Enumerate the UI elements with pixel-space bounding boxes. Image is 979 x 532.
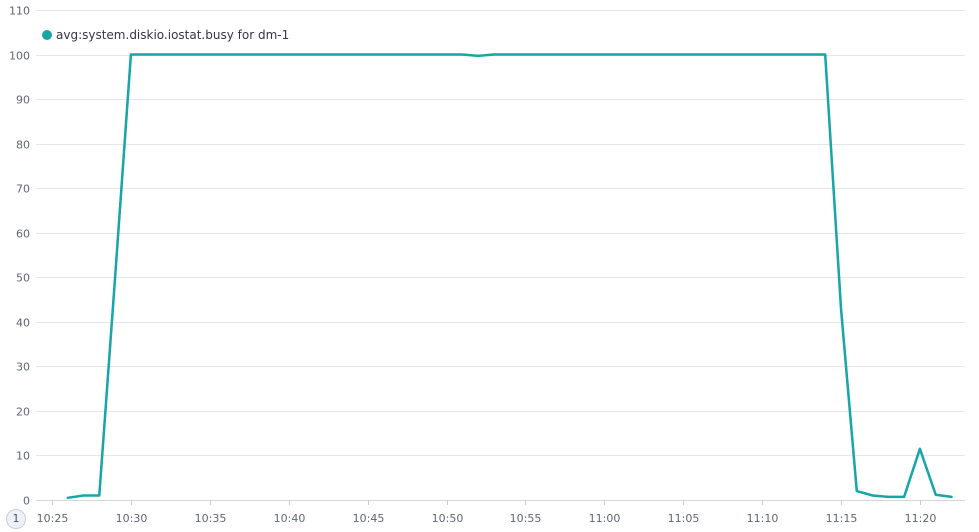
- y-axis: 0 10 20 30 40 50 60 70 80 90 100 110: [9, 5, 30, 508]
- x-tick-label: 11:15: [826, 512, 858, 525]
- y-tick-label: 40: [16, 317, 30, 330]
- legend-color-dot: [42, 30, 52, 40]
- x-tick-label: 10:35: [195, 512, 227, 525]
- series-layer[interactable]: [66, 53, 953, 500]
- y-tick-label: 90: [16, 94, 30, 107]
- x-tick-label: 10:50: [432, 512, 464, 525]
- y-tick-label: 10: [16, 450, 30, 463]
- x-tick-label: 11:05: [668, 512, 700, 525]
- y-tick-label: 100: [9, 50, 30, 63]
- y-tick-label: 30: [16, 361, 30, 374]
- legend-label[interactable]: avg:system.diskio.iostat.busy for dm-1: [56, 28, 290, 42]
- x-tick-label: 10:40: [274, 512, 306, 525]
- series-line[interactable]: [66, 53, 953, 500]
- legend[interactable]: avg:system.diskio.iostat.busy for dm-1: [42, 28, 289, 42]
- x-tick-label: 10:45: [353, 512, 385, 525]
- page-number-badge[interactable]: 1: [6, 509, 26, 529]
- x-tick-label: 11:00: [589, 512, 621, 525]
- y-tick-label: 0: [23, 495, 30, 508]
- y-tick-label: 50: [16, 272, 30, 285]
- y-tick-label: 80: [16, 139, 30, 152]
- x-tick-label: 11:10: [747, 512, 779, 525]
- y-tick-label: 60: [16, 228, 30, 241]
- x-tick-label: 10:55: [510, 512, 542, 525]
- x-axis: 10:25 10:30 10:35 10:40 10:45 10:50 10:55 11:00…: [37, 500, 937, 525]
- y-tick-label: 20: [16, 406, 30, 419]
- x-tick-label: 10:25: [37, 512, 69, 525]
- x-tick-label: 11:20: [905, 512, 937, 525]
- grid-layer: [36, 10, 965, 501]
- y-tick-label: 70: [16, 183, 30, 196]
- y-tick-label: 110: [9, 5, 30, 18]
- x-tick-label: 10:30: [116, 512, 148, 525]
